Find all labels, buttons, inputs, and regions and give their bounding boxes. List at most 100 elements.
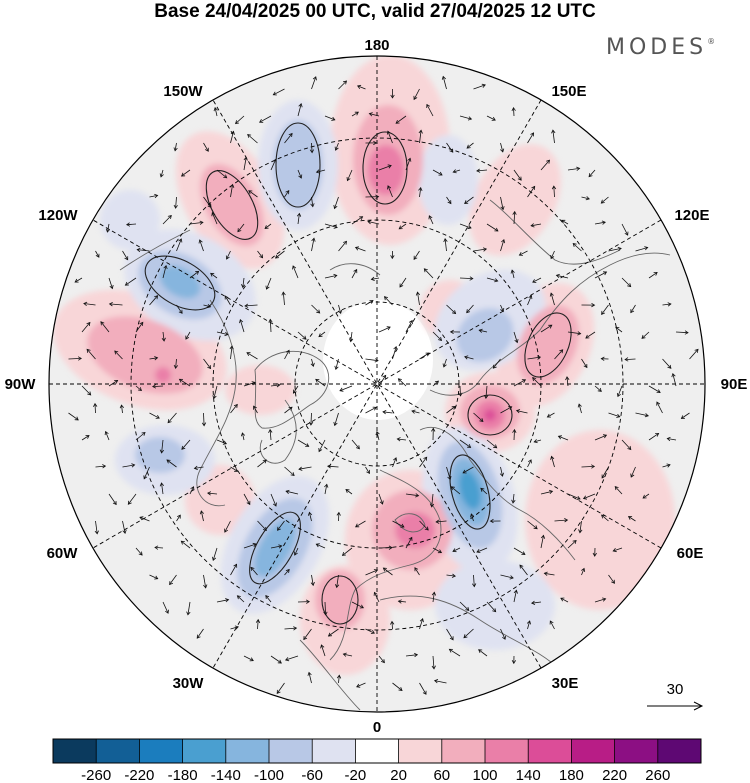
wind-vector: [459, 115, 472, 120]
wind-vector: [513, 547, 526, 555]
longitude-label-0: 0: [373, 719, 381, 736]
wind-vector-head-icon: [86, 321, 91, 327]
wind-vector: [442, 76, 447, 90]
wind-vector: [284, 190, 290, 198]
wind-vector-head-icon: [336, 511, 341, 516]
wind-vector: [176, 304, 183, 314]
wind-vector: [431, 493, 434, 507]
wind-vector-head-icon: [531, 185, 536, 190]
wind-vector: [345, 489, 353, 495]
wind-vector-head-icon: [193, 465, 198, 471]
wind-vector-head-icon: [233, 563, 238, 568]
wind-vector-head-icon: [229, 183, 235, 188]
longitude-label-90w: 90W: [5, 376, 37, 393]
wind-vector-head-icon: [449, 148, 454, 153]
wind-vector-head-icon: [212, 556, 217, 561]
wind-vector: [122, 250, 129, 260]
wind-vector-head-icon: [399, 283, 404, 288]
wind-vector-head-icon: [601, 514, 606, 519]
coastline: [379, 595, 561, 671]
wind-vector-head-icon: [109, 284, 114, 290]
wind-vector-head-icon: [246, 352, 251, 356]
wind-vector-head-icon: [124, 281, 129, 286]
wind-vector: [211, 212, 218, 225]
wind-vector-head-icon: [243, 156, 248, 161]
wind-vector: [235, 115, 245, 124]
wind-vector: [561, 219, 569, 225]
wind-vector: [196, 628, 204, 639]
wind-vector-head-icon: [343, 80, 348, 85]
wind-vector: [324, 223, 338, 228]
wind-vector: [284, 406, 293, 414]
wind-vector-head-icon: [195, 270, 200, 275]
wind-vector-head-icon: [224, 295, 229, 300]
wind-vector: [419, 520, 429, 531]
wind-vector-head-icon: [311, 237, 316, 242]
wind-vector-head-icon: [259, 118, 264, 123]
wind-vector: [500, 406, 512, 414]
wind-vector-head-icon: [458, 392, 463, 397]
wind-vector: [243, 157, 247, 171]
wind-vector: [547, 412, 555, 418]
streamline: [275, 122, 321, 208]
wind-vector: [203, 304, 211, 308]
wind-vector: [311, 142, 313, 153]
wind-vector: [486, 115, 496, 121]
wind-vector: [608, 412, 620, 418]
wind-vector: [336, 574, 339, 588]
wind-vector-head-icon: [387, 164, 392, 169]
wind-vector-head-icon: [493, 444, 498, 449]
wind-vector-head-icon: [324, 483, 329, 488]
wind-vector-head-icon: [323, 611, 328, 616]
wind-vector-head-icon: [656, 401, 661, 406]
wind-vector-head-icon: [512, 210, 517, 215]
wind-vector-head-icon: [277, 659, 282, 664]
wind-vector: [282, 292, 285, 306]
wind-vector-head-icon: [494, 278, 499, 283]
wind-vector: [378, 655, 385, 663]
coastline: [329, 263, 381, 276]
wind-vector-head-icon: [206, 304, 212, 309]
wind-vector-head-icon: [407, 157, 412, 162]
wind-vector: [230, 184, 233, 198]
wind-vector-head-icon: [508, 406, 513, 410]
wind-vector: [419, 352, 430, 360]
wind-vector: [230, 131, 234, 144]
wind-vector-head-icon: [452, 169, 457, 174]
wind-vector-head-icon: [518, 251, 523, 256]
wind-vector-head-icon: [302, 335, 307, 340]
wind-vector: [257, 459, 267, 468]
wind-vector: [540, 535, 544, 549]
wind-vector: [560, 597, 569, 603]
wind-vector: [176, 514, 181, 522]
wind-vector-head-icon: [656, 389, 661, 393]
wind-vector-head-icon: [230, 130, 235, 135]
wind-vector-head-icon: [502, 635, 506, 640]
anomaly-negative: [456, 308, 514, 362]
wind-vector-head-icon: [122, 529, 127, 534]
wind-vector-head-icon: [447, 475, 452, 481]
wind-vector-head-icon: [320, 644, 325, 649]
wind-vector-head-icon: [601, 310, 605, 316]
wind-vector-head-icon: [551, 185, 557, 190]
wind-vector-head-icon: [310, 581, 315, 587]
wind-vector: [257, 250, 263, 259]
wind-vector: [107, 223, 110, 233]
wind-vector-head-icon: [154, 295, 159, 300]
wind-vector: [230, 564, 237, 576]
wind-vector: [284, 350, 290, 360]
wind-vector: [135, 547, 143, 556]
wind-vector-head-icon: [492, 608, 497, 613]
wind-vector-head-icon: [359, 216, 364, 221]
wind-vector: [308, 672, 312, 684]
brand-name: MODES: [606, 35, 708, 60]
wind-vector-head-icon: [489, 518, 494, 524]
wind-vector: [554, 349, 563, 360]
wind-vector-head-icon: [272, 502, 277, 507]
wind-vector-head-icon: [428, 215, 433, 220]
colorbar-swatch: [485, 739, 529, 763]
wind-vector-head-icon: [600, 199, 605, 204]
coastline: [329, 469, 442, 661]
longitude-labels: 180 150E 120E 90E 60E 30E 0 30W 60W 90W …: [5, 37, 748, 736]
wind-vector: [210, 272, 218, 279]
